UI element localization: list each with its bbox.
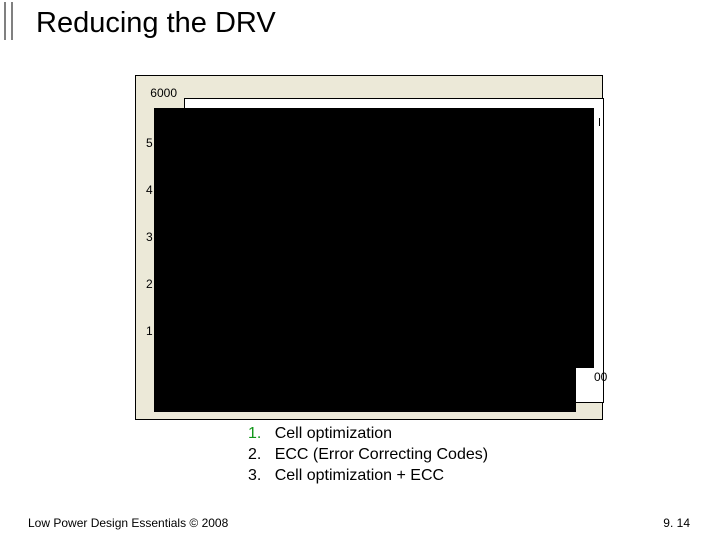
y-tick-label: 6000 [141,86,177,100]
y-tick-label: 4 [146,183,153,197]
occluding-block [154,108,594,368]
y-tick-label: 2 [146,277,153,291]
page-title: Reducing the DRV [36,7,276,40]
margin-bar [4,2,6,40]
list-item: 1. Cell optimization [248,423,488,444]
list-text: Cell optimization + ECC [275,467,444,484]
legend-list: 1. Cell optimization 2. ECC (Error Corre… [248,423,488,486]
list-text: ECC (Error Correcting Codes) [275,446,488,463]
list-number: 3. [248,467,261,484]
slide: Reducing the DRV 6000 5 4 3 2 1 00 1. Ce… [0,0,720,540]
occluding-block [154,362,576,412]
y-tick-label: 3 [146,230,153,244]
list-item: 3. Cell optimization + ECC [248,465,488,486]
x-tick-label: 00 [594,370,624,384]
x-tick [599,118,600,126]
list-item: 2. ECC (Error Correcting Codes) [248,444,488,465]
y-tick-label: 5 [146,136,153,150]
footer-page-number: 9. 14 [663,516,690,530]
list-number: 1. [248,425,261,442]
list-number: 2. [248,446,261,463]
list-text: Cell optimization [275,425,392,442]
y-tick-label: 1 [146,324,153,338]
margin-bar [11,2,13,40]
left-margin-marks [0,0,14,42]
footer-copyright: Low Power Design Essentials © 2008 [28,516,228,530]
